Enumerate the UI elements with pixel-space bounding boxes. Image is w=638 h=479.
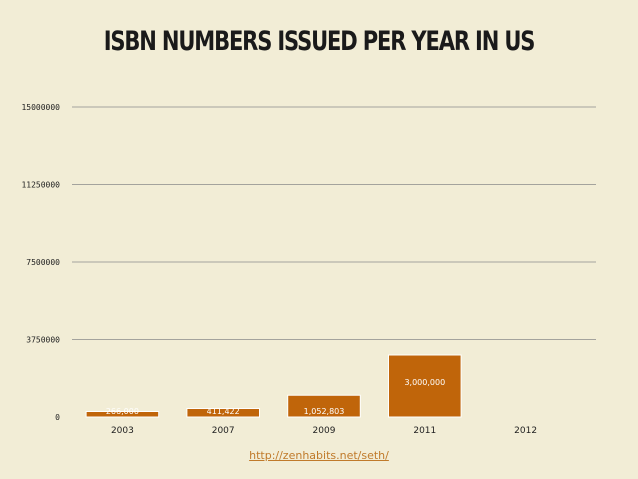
y-tick-label: 11250000: [21, 181, 60, 190]
bar: [388, 354, 462, 418]
x-category-label: 2009: [313, 426, 336, 436]
y-tick-label: 15000000: [21, 103, 60, 112]
y-tick-label: 3750000: [26, 336, 60, 345]
chart-title: ISBN NUMBERS ISSUED PER YEAR IN US: [103, 26, 536, 57]
bar: [186, 407, 260, 418]
y-tick-label: 7500000: [26, 258, 60, 267]
source-link[interactable]: http://zenhabits.net/seth/: [249, 449, 389, 462]
y-tick-label: 0: [55, 413, 60, 422]
bar: [287, 394, 361, 418]
data-label: 266,000: [106, 407, 139, 416]
data-labels: 266,000 411,422 1,052,803 3,000,000: [106, 378, 445, 416]
x-axis-categories: 2003 2007 2009 2011 2012: [111, 426, 537, 436]
bars: [85, 354, 462, 418]
y-axis-ticks: 0 3750000 7500000 11250000 15000000: [21, 103, 60, 422]
x-category-label: 2012: [514, 426, 537, 436]
data-label: 411,422: [207, 407, 240, 416]
x-category-label: 2011: [413, 426, 436, 436]
x-category-label: 2003: [111, 426, 134, 436]
bar: [85, 411, 160, 418]
x-category-label: 2007: [212, 426, 235, 436]
data-label: 3,000,000: [404, 378, 445, 387]
data-label: 1,052,803: [304, 407, 345, 416]
gridlines: [72, 106, 596, 340]
